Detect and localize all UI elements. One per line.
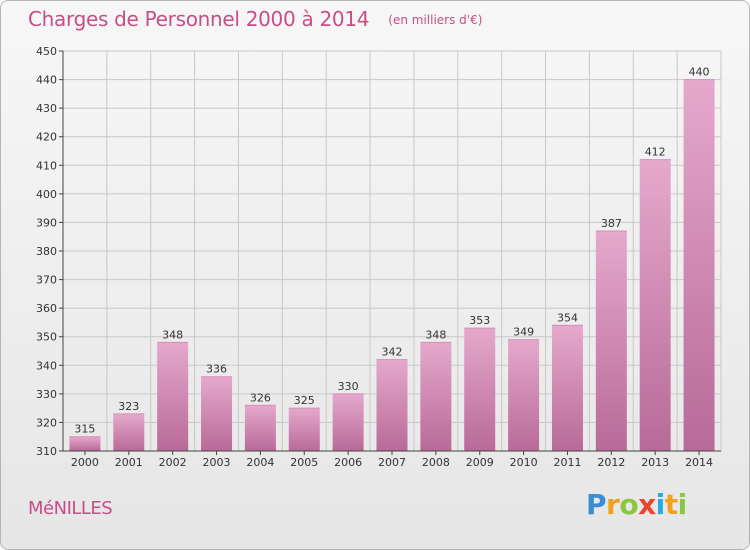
x-tick-label: 2001 — [115, 456, 143, 469]
bar-2007 — [376, 359, 408, 451]
x-tick-label: 2000 — [71, 456, 99, 469]
x-tick-label: 2011 — [553, 456, 581, 469]
data-label: 387 — [601, 217, 622, 230]
x-tick-label: 2009 — [466, 456, 494, 469]
data-label: 412 — [645, 146, 666, 159]
data-label: 440 — [689, 66, 710, 79]
bar-2008 — [420, 342, 452, 451]
x-tick-label: 2002 — [159, 456, 187, 469]
y-tick-label: 450 — [36, 45, 57, 58]
y-tick-label: 350 — [36, 331, 57, 344]
axes — [59, 50, 721, 455]
data-label: 323 — [118, 400, 139, 413]
data-label: 354 — [557, 311, 578, 324]
data-label: 353 — [469, 314, 490, 327]
x-tick-label: 2013 — [641, 456, 669, 469]
data-label: 326 — [250, 391, 271, 404]
y-tick-label: 420 — [36, 131, 57, 144]
x-tick-label: 2004 — [246, 456, 274, 469]
y-tick-label: 380 — [36, 245, 57, 258]
bar-2004 — [244, 405, 276, 451]
x-tick-label: 2005 — [290, 456, 318, 469]
data-label: 315 — [74, 423, 95, 436]
bar-2006 — [332, 393, 364, 451]
x-tick-label: 2014 — [685, 456, 713, 469]
data-label: 349 — [513, 326, 534, 339]
data-label: 348 — [425, 328, 446, 341]
bar-2009 — [464, 328, 496, 451]
bar-2010 — [508, 339, 540, 451]
data-label: 336 — [206, 363, 227, 376]
proxiti-logo: Proxiti — [586, 488, 687, 521]
data-label: 342 — [382, 346, 403, 359]
bar-2011 — [551, 325, 583, 451]
data-label: 348 — [162, 328, 183, 341]
y-tick-label: 310 — [36, 445, 57, 458]
chart-subtitle: (en milliers d'€) — [388, 13, 483, 27]
bars — [69, 79, 715, 452]
y-tick-label: 430 — [36, 102, 57, 115]
bar-2002 — [157, 342, 189, 451]
chart-header: Charges de Personnel 2000 à 2014 (en mil… — [28, 7, 482, 31]
x-tick-label: 2006 — [334, 456, 362, 469]
y-tick-label: 330 — [36, 388, 57, 401]
y-tick-label: 320 — [36, 416, 57, 429]
x-tick-label: 2008 — [422, 456, 450, 469]
y-tick-label: 390 — [36, 216, 57, 229]
x-tick-label: 2012 — [597, 456, 625, 469]
y-tick-label: 360 — [36, 302, 57, 315]
bar-2014 — [683, 79, 715, 452]
commune-name: MéNILLES — [28, 498, 113, 519]
labels: 310 320 330 340 350 360 370 380 390 400 410 420 430 4… — [36, 45, 713, 469]
y-tick-label: 400 — [36, 188, 57, 201]
data-label: 330 — [338, 380, 359, 393]
bar-2013 — [639, 159, 671, 452]
chart-title: Charges de Personnel 2000 à 2014 — [28, 7, 370, 31]
bar-2005 — [288, 408, 320, 451]
x-tick-label: 2003 — [203, 456, 231, 469]
y-tick-label: 410 — [36, 159, 57, 172]
x-tick-label: 2007 — [378, 456, 406, 469]
bar-2000 — [69, 436, 101, 451]
y-tick-label: 440 — [36, 74, 57, 87]
y-tick-label: 340 — [36, 359, 57, 372]
data-label: 325 — [294, 394, 315, 407]
y-tick-label: 370 — [36, 274, 57, 287]
x-tick-label: 2010 — [510, 456, 538, 469]
bar-2012 — [595, 231, 627, 451]
bar-2001 — [113, 413, 145, 451]
bar-2003 — [201, 376, 233, 451]
